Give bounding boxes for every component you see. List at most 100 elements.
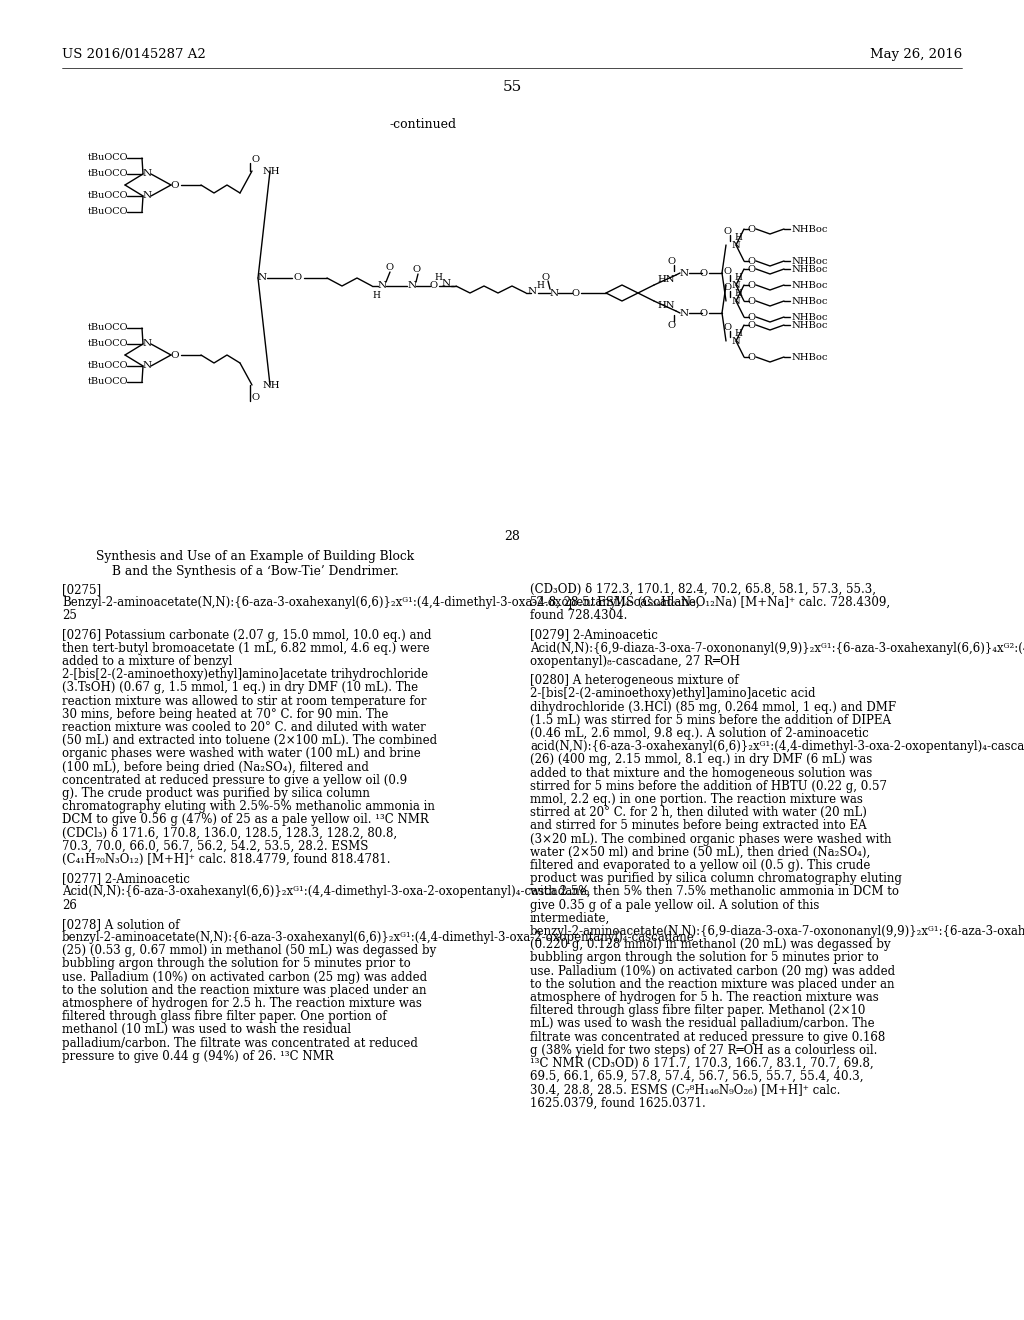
Text: O: O	[668, 256, 676, 265]
Text: Acid(N,N):{6,9-diaza-3-oxa-7-oxononanyl(9,9)}₂xᴳ¹:{6-aza-3-oxahexanyl(6,6)}₄xᴳ²:: Acid(N,N):{6,9-diaza-3-oxa-7-oxononanyl(…	[530, 642, 1024, 655]
Text: NHBoc: NHBoc	[791, 224, 827, 234]
Text: [0275]: [0275]	[62, 583, 101, 597]
Text: H: H	[536, 281, 544, 289]
Text: O: O	[413, 265, 421, 275]
Text: added to that mixture and the homogeneous solution was: added to that mixture and the homogeneou…	[530, 767, 872, 780]
Text: to the solution and the reaction mixture was placed under an: to the solution and the reaction mixture…	[530, 978, 895, 991]
Text: DCM to give 0.56 g (47%) of 25 as a pale yellow oil. ¹³C NMR: DCM to give 0.56 g (47%) of 25 as a pale…	[62, 813, 429, 826]
Text: organic phases were washed with water (100 mL) and brine: organic phases were washed with water (1…	[62, 747, 421, 760]
Text: [0276] Potassium carbonate (2.07 g, 15.0 mmol, 10.0 eq.) and: [0276] Potassium carbonate (2.07 g, 15.0…	[62, 628, 431, 642]
Text: (50 mL) and extracted into toluene (2×100 mL). The combined: (50 mL) and extracted into toluene (2×10…	[62, 734, 437, 747]
Text: filtered through glass fibre filter paper. One portion of: filtered through glass fibre filter pape…	[62, 1010, 387, 1023]
Text: O: O	[700, 309, 708, 318]
Text: 55: 55	[503, 81, 521, 94]
Text: Acid(N,N):{6-aza-3-oxahexanyl(6,6)}₂xᴳ¹:(4,4-dimethyl-3-oxa-2-oxopentanyl)₄-casc: Acid(N,N):{6-aza-3-oxahexanyl(6,6)}₂xᴳ¹:…	[62, 886, 591, 899]
Text: g (38% yield for two steps) of 27 R═OH as a colourless oil.: g (38% yield for two steps) of 27 R═OH a…	[530, 1044, 878, 1057]
Text: 1625.0379, found 1625.0371.: 1625.0379, found 1625.0371.	[530, 1097, 706, 1110]
Text: tBuOCO: tBuOCO	[88, 191, 128, 201]
Text: (C₄₁H₇₀N₃O₁₂) [M+H]⁺ calc. 818.4779, found 818.4781.: (C₄₁H₇₀N₃O₁₂) [M+H]⁺ calc. 818.4779, fou…	[62, 853, 390, 866]
Text: tBuOCO: tBuOCO	[88, 169, 128, 178]
Text: tBuOCO: tBuOCO	[88, 207, 128, 216]
Text: pressure to give 0.44 g (94%) of 26. ¹³C NMR: pressure to give 0.44 g (94%) of 26. ¹³C…	[62, 1049, 334, 1063]
Text: N: N	[257, 273, 266, 282]
Text: methanol (10 mL) was used to wash the residual: methanol (10 mL) was used to wash the re…	[62, 1023, 351, 1036]
Text: O: O	[724, 267, 732, 276]
Text: O: O	[668, 321, 676, 330]
Text: acid(N,N):{6-aza-3-oxahexanyl(6,6)}₂xᴳ¹:(4,4-dimethyl-3-oxa-2-oxopentanyl)₄-casc: acid(N,N):{6-aza-3-oxahexanyl(6,6)}₂xᴳ¹:…	[530, 741, 1024, 754]
Text: N: N	[731, 240, 739, 249]
Text: atmosphere of hydrogen for 5 h. The reaction mixture was: atmosphere of hydrogen for 5 h. The reac…	[530, 991, 879, 1005]
Text: N: N	[142, 339, 152, 348]
Text: O: O	[748, 264, 756, 273]
Text: B and the Synthesis of a ‘Bow-Tie’ Dendrimer.: B and the Synthesis of a ‘Bow-Tie’ Dendr…	[112, 565, 398, 578]
Text: N: N	[441, 280, 451, 289]
Text: H: H	[734, 289, 742, 298]
Text: H: H	[434, 273, 442, 282]
Text: and stirred for 5 minutes before being extracted into EA: and stirred for 5 minutes before being e…	[530, 820, 866, 833]
Text: [0277] 2-Aminoacetic: [0277] 2-Aminoacetic	[62, 873, 189, 886]
Text: N: N	[731, 337, 739, 346]
Text: 70.3, 70.0, 66.0, 56.7, 56.2, 54.2, 53.5, 28.2. ESMS: 70.3, 70.0, 66.0, 56.7, 56.2, 54.2, 53.5…	[62, 840, 369, 853]
Text: N: N	[142, 362, 152, 371]
Text: (25) (0.53 g, 0.67 mmol) in methanol (50 mL) was degassed by: (25) (0.53 g, 0.67 mmol) in methanol (50…	[62, 944, 436, 957]
Text: (CDCl₃) δ 171.6, 170.8, 136.0, 128.5, 128.3, 128.2, 80.8,: (CDCl₃) δ 171.6, 170.8, 136.0, 128.5, 12…	[62, 826, 397, 840]
Text: (100 mL), before being dried (Na₂SO₄), filtered and: (100 mL), before being dried (Na₂SO₄), f…	[62, 760, 369, 774]
Text: US 2016/0145287 A2: US 2016/0145287 A2	[62, 48, 206, 61]
Text: benzyl-2-aminoacetate(N,N):{6,9-diaza-3-oxa-7-oxononanyl(9,9)}₂xᴳ¹:{6-aza-3-oxah: benzyl-2-aminoacetate(N,N):{6,9-diaza-3-…	[530, 925, 1024, 939]
Text: O: O	[252, 392, 260, 401]
Text: stirred for 5 mins before the addition of HBTU (0.22 g, 0.57: stirred for 5 mins before the addition o…	[530, 780, 887, 793]
Text: 2-[bis[2-(2-aminoethoxy)ethyl]amino]acetate trihydrochloride: 2-[bis[2-(2-aminoethoxy)ethyl]amino]acet…	[62, 668, 428, 681]
Text: mL) was used to wash the residual palladium/carbon. The: mL) was used to wash the residual pallad…	[530, 1018, 874, 1031]
Text: O: O	[748, 321, 756, 330]
Text: [0279] 2-Aminoacetic: [0279] 2-Aminoacetic	[530, 628, 657, 642]
Text: O: O	[724, 282, 732, 292]
Text: then tert-butyl bromoacetate (1 mL, 6.82 mmol, 4.6 eq.) were: then tert-butyl bromoacetate (1 mL, 6.82…	[62, 642, 430, 655]
Text: filtered through glass fibre filter paper. Methanol (2×10: filtered through glass fibre filter pape…	[530, 1005, 865, 1018]
Text: N: N	[550, 289, 558, 297]
Text: tBuOCO: tBuOCO	[88, 339, 128, 348]
Text: g). The crude product was purified by silica column: g). The crude product was purified by si…	[62, 787, 370, 800]
Text: stirred at 20° C. for 2 h, then diluted with water (20 mL): stirred at 20° C. for 2 h, then diluted …	[530, 807, 867, 820]
Text: N: N	[142, 191, 152, 201]
Text: H: H	[734, 330, 742, 338]
Text: O: O	[572, 289, 580, 297]
Text: concentrated at reduced pressure to give a yellow oil (0.9: concentrated at reduced pressure to give…	[62, 774, 408, 787]
Text: bubbling argon through the solution for 5 minutes prior to: bubbling argon through the solution for …	[62, 957, 411, 970]
Text: O: O	[252, 154, 260, 164]
Text: O: O	[748, 256, 756, 265]
Text: reaction mixture was allowed to stir at room temperature for: reaction mixture was allowed to stir at …	[62, 694, 427, 708]
Text: H: H	[372, 292, 380, 301]
Text: NHBoc: NHBoc	[791, 264, 827, 273]
Text: oxopentanyl)₈-cascadane, 27 R═OH: oxopentanyl)₈-cascadane, 27 R═OH	[530, 655, 740, 668]
Text: NHBoc: NHBoc	[791, 313, 827, 322]
Text: Synthesis and Use of an Example of Building Block: Synthesis and Use of an Example of Build…	[96, 550, 414, 564]
Text: 2-[bis[2-(2-aminoethoxy)ethyl]amino]acetic acid: 2-[bis[2-(2-aminoethoxy)ethyl]amino]acet…	[530, 688, 815, 701]
Text: (0.220 g, 0.128 mmol) in methanol (20 mL) was degassed by: (0.220 g, 0.128 mmol) in methanol (20 mL…	[530, 939, 891, 952]
Text: N: N	[680, 268, 688, 277]
Text: N: N	[142, 169, 152, 178]
Text: (3×20 mL). The combined organic phases were washed with: (3×20 mL). The combined organic phases w…	[530, 833, 892, 846]
Text: O: O	[748, 313, 756, 322]
Text: HN: HN	[657, 301, 675, 310]
Text: -continued: -continued	[390, 117, 457, 131]
Text: N: N	[527, 286, 537, 296]
Text: (0.46 mL, 2.6 mmol, 9.8 eq.). A solution of 2-aminoacetic: (0.46 mL, 2.6 mmol, 9.8 eq.). A solution…	[530, 727, 868, 741]
Text: product was purified by silica column chromatography eluting: product was purified by silica column ch…	[530, 873, 902, 886]
Text: benzyl-2-aminoacetate(N,N):{6-aza-3-oxahexanyl(6,6)}₂xᴳ¹:(4,4-dimethyl-3-oxa-2-o: benzyl-2-aminoacetate(N,N):{6-aza-3-oxah…	[62, 931, 694, 944]
Text: N: N	[408, 281, 417, 290]
Text: Benzyl-2-aminoacetate(N,N):{6-aza-3-oxahexanyl(6,6)}₂xᴳ¹:(4,4-dimethyl-3-oxa-2-o: Benzyl-2-aminoacetate(N,N):{6-aza-3-oxah…	[62, 597, 699, 610]
Text: tBuOCO: tBuOCO	[88, 362, 128, 371]
Text: [0280] A heterogeneous mixture of: [0280] A heterogeneous mixture of	[530, 675, 738, 688]
Text: 26: 26	[62, 899, 77, 912]
Text: found 728.4304.: found 728.4304.	[530, 610, 628, 623]
Text: NHBoc: NHBoc	[791, 297, 827, 305]
Text: O: O	[748, 352, 756, 362]
Text: tBuOCO: tBuOCO	[88, 153, 128, 162]
Text: atmosphere of hydrogen for 2.5 h. The reaction mixture was: atmosphere of hydrogen for 2.5 h. The re…	[62, 997, 422, 1010]
Text: water (2×50 ml) and brine (50 mL), then dried (Na₂SO₄),: water (2×50 ml) and brine (50 mL), then …	[530, 846, 870, 859]
Text: NHBoc: NHBoc	[791, 281, 827, 289]
Text: HN: HN	[657, 276, 675, 285]
Text: tBuOCO: tBuOCO	[88, 378, 128, 387]
Text: N: N	[680, 309, 688, 318]
Text: H: H	[734, 273, 742, 282]
